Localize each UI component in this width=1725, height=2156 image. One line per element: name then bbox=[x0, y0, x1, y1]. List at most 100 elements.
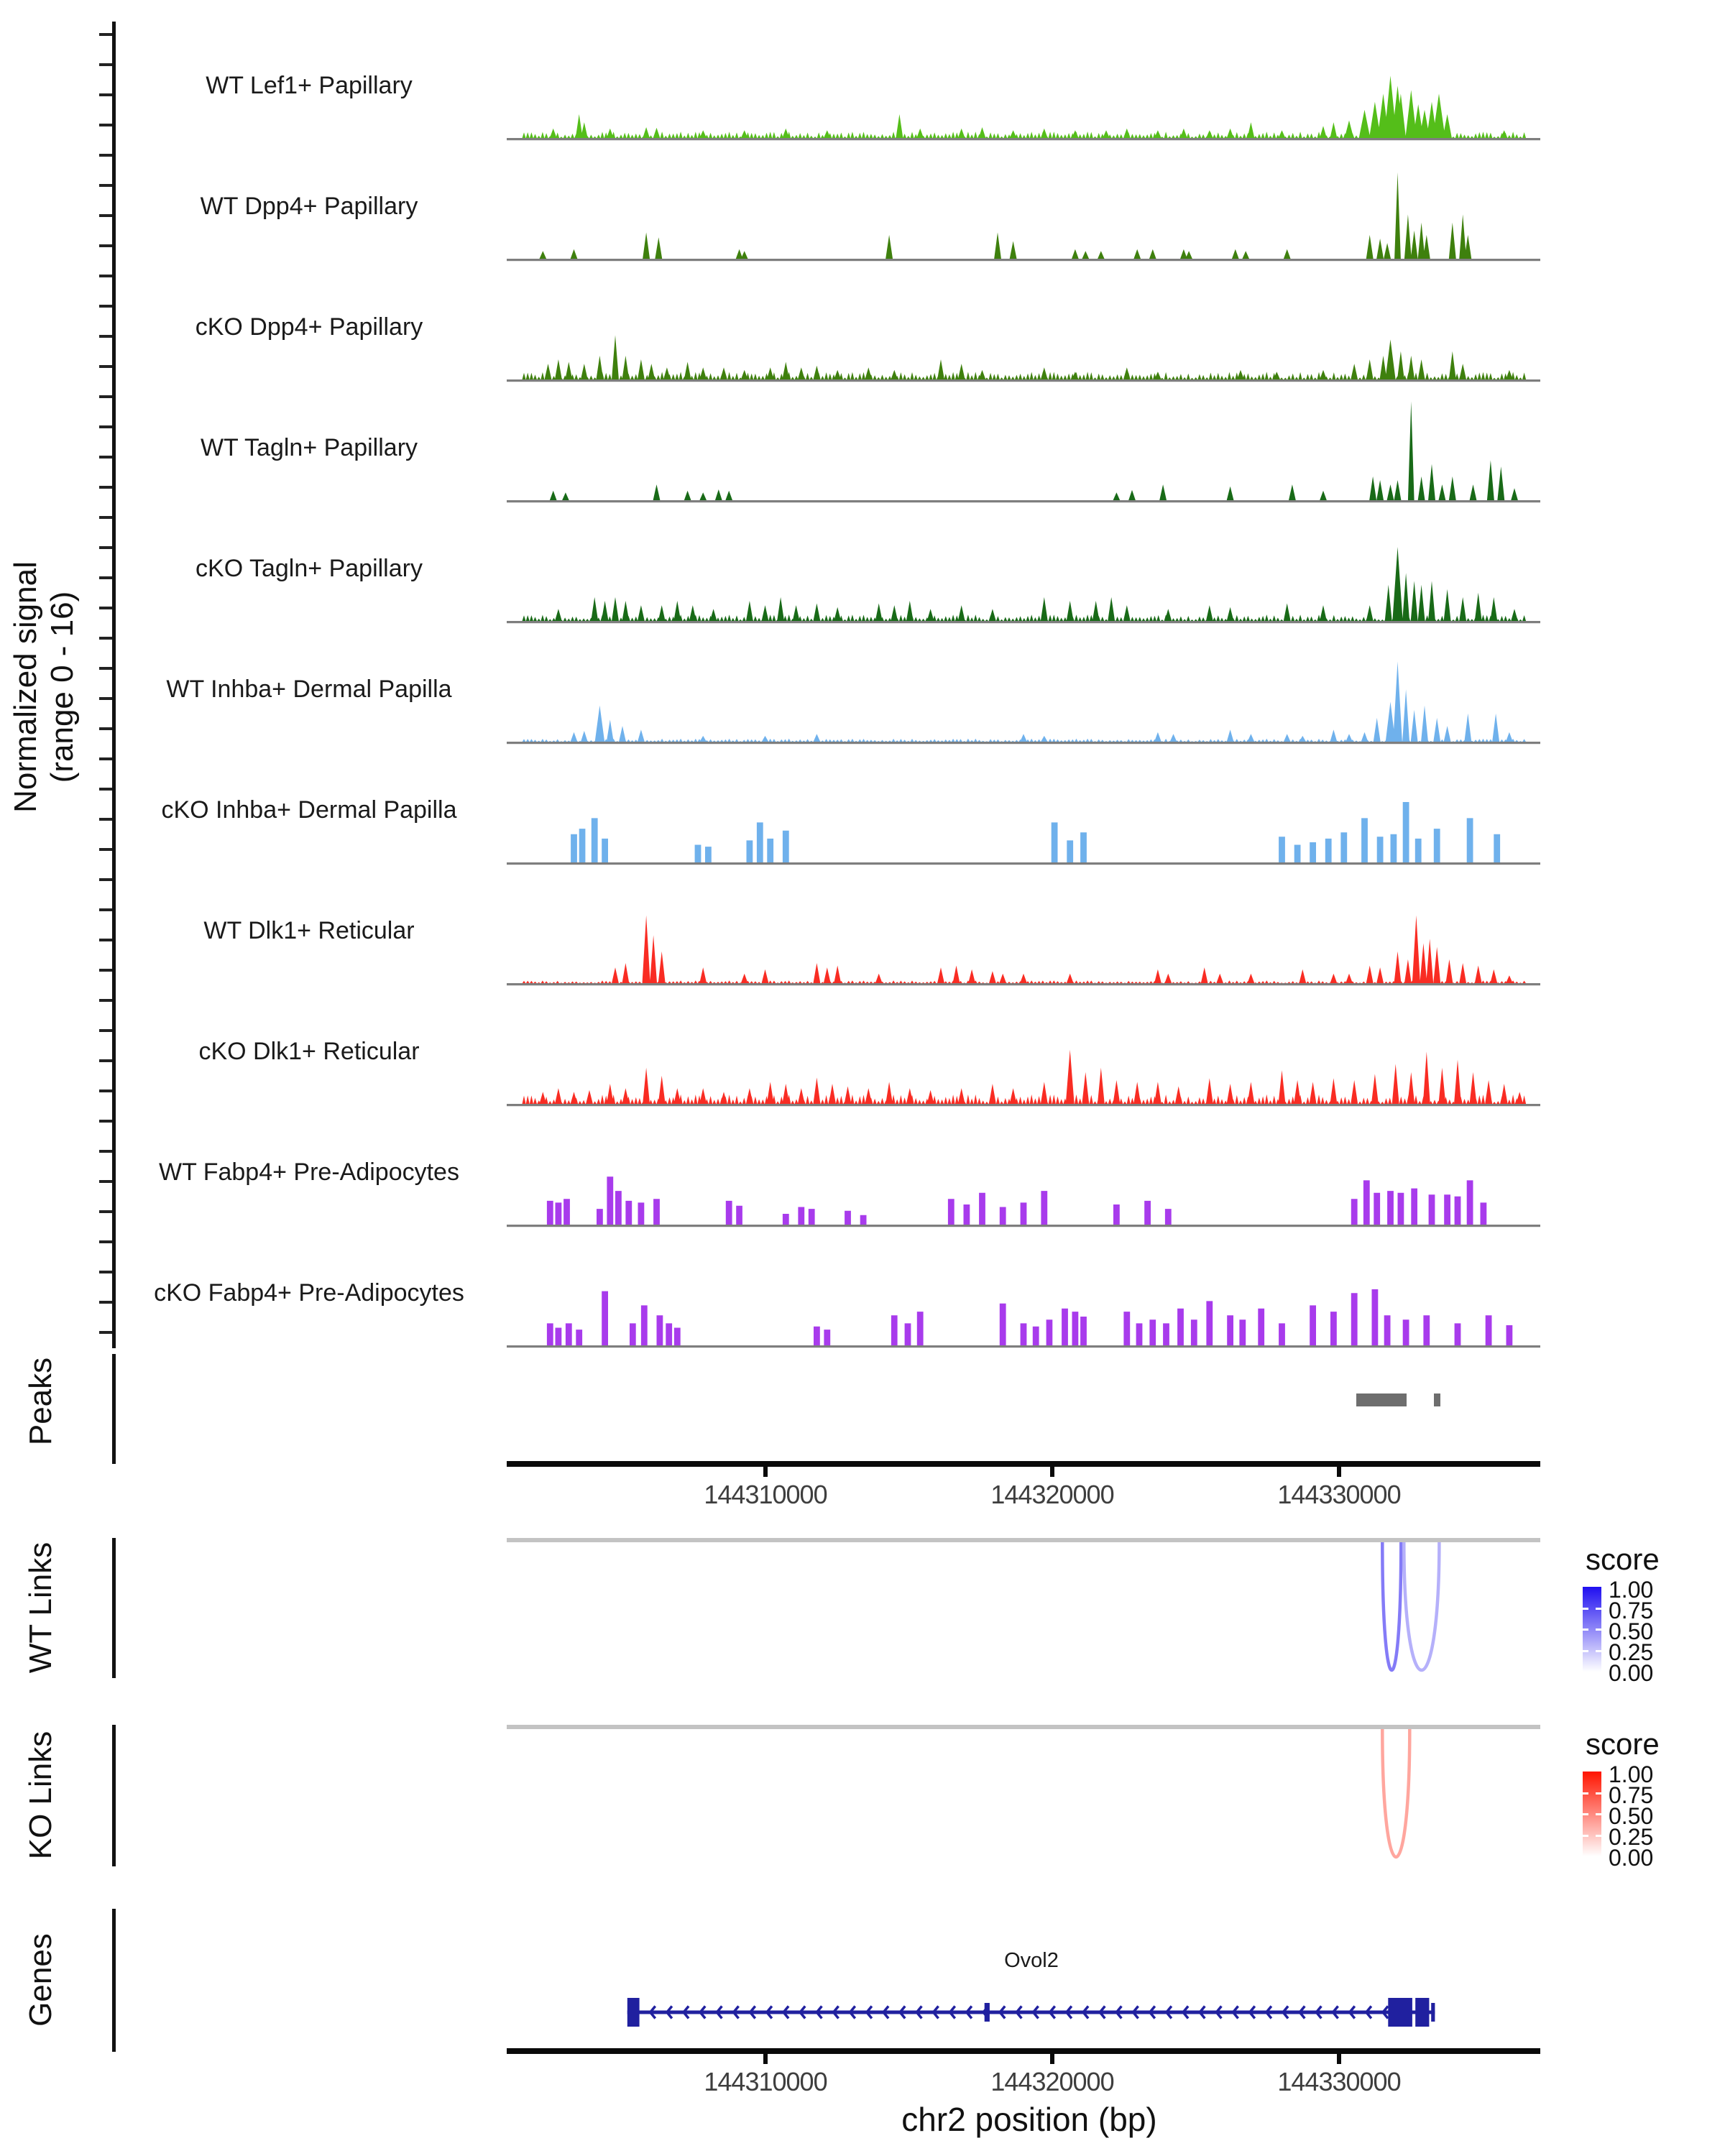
signal-track-row: WT Dpp4+ Papillary bbox=[0, 141, 1725, 262]
signal-y-tick bbox=[99, 305, 112, 308]
track-label: cKO Tagln+ Papillary bbox=[196, 555, 423, 582]
signal-y-tick bbox=[99, 1210, 112, 1213]
legend-tick-label: 0.00 bbox=[1609, 1845, 1654, 1871]
signal-y-tick bbox=[99, 365, 112, 368]
track-signal-plot bbox=[507, 401, 1540, 503]
track-label: cKO Fabp4+ Pre-Adipocytes bbox=[154, 1279, 464, 1307]
signal-y-axis-line bbox=[112, 22, 116, 1348]
axis-tick-label: 144320000 bbox=[990, 1480, 1114, 1509]
x-axis-label: chr2 position (bp) bbox=[901, 2101, 1157, 2138]
signal-y-tick bbox=[99, 1059, 112, 1062]
legend-tick-label: 0.75 bbox=[1609, 1598, 1654, 1623]
track-label: WT Inhba+ Dermal Papilla bbox=[166, 676, 452, 703]
track-signal-plot bbox=[507, 547, 1540, 624]
ko-links-top-line bbox=[507, 1725, 1540, 1729]
legend-bar-notch bbox=[1583, 1792, 1588, 1795]
signal-y-tick bbox=[99, 908, 112, 911]
signal-y-tick bbox=[99, 275, 112, 277]
legend-bar-notch bbox=[1583, 1628, 1588, 1631]
wt-score-legend-ticks: 1.00 0.75 0.50 0.25 0.00 bbox=[1609, 1577, 1654, 1686]
axis-tick bbox=[1337, 2054, 1341, 2064]
signal-y-tick bbox=[99, 184, 112, 187]
signal-y-tick bbox=[99, 214, 112, 217]
axis-tick bbox=[1050, 2054, 1054, 2064]
signal-y-tick bbox=[99, 576, 112, 579]
signal-track-row: WT Dlk1+ Reticular bbox=[0, 865, 1725, 986]
signal-track-row: WT Fabp4+ Pre-Adipocytes bbox=[0, 1107, 1725, 1227]
axis-tick bbox=[1050, 1467, 1054, 1477]
legend-tick-label: 0.50 bbox=[1609, 1618, 1654, 1644]
legend-bar-notch bbox=[1596, 1650, 1601, 1652]
signal-y-tick bbox=[99, 818, 112, 821]
legend-tick-label: 0.00 bbox=[1609, 1660, 1654, 1686]
signal-y-tick bbox=[99, 516, 112, 519]
axis-line bbox=[507, 1461, 1540, 1467]
ko-score-legend-title: score bbox=[1586, 1727, 1660, 1761]
signal-track-row: WT Tagln+ Papillary bbox=[0, 382, 1725, 503]
signal-y-tick bbox=[99, 1331, 112, 1334]
track-label: WT Lef1+ Papillary bbox=[206, 72, 413, 99]
signal-y-tick bbox=[99, 697, 112, 700]
ko-links-arcs bbox=[507, 1729, 1540, 1866]
track-signal-plot bbox=[507, 1049, 1540, 1107]
wt-links-bracket bbox=[112, 1538, 116, 1678]
track-signal-plot bbox=[507, 1289, 1540, 1348]
axis-tick-label: 144330000 bbox=[1277, 2067, 1401, 2096]
track-signal-plot bbox=[507, 75, 1540, 141]
signal-y-tick bbox=[99, 757, 112, 760]
ko-links-label-text: KO Links bbox=[23, 1731, 58, 1860]
signal-y-tick bbox=[99, 939, 112, 941]
signal-y-tick bbox=[99, 546, 112, 549]
axis-tick-label: 144310000 bbox=[704, 2067, 827, 2096]
signal-y-tick bbox=[99, 1301, 112, 1304]
legend-tick-label: 1.00 bbox=[1609, 1577, 1654, 1603]
legend-bar-notch bbox=[1583, 1650, 1588, 1652]
ko-links-arc-plot bbox=[1381, 1729, 1412, 1858]
legend-bar-notch bbox=[1596, 1628, 1601, 1631]
signal-y-tick bbox=[99, 395, 112, 398]
track-label: cKO Dlk1+ Reticular bbox=[198, 1038, 420, 1065]
signal-y-tick bbox=[99, 1089, 112, 1092]
signal-track-row: cKO Fabp4+ Pre-Adipocytes bbox=[0, 1227, 1725, 1348]
peak-interval bbox=[1356, 1393, 1407, 1406]
signal-y-tick bbox=[99, 33, 112, 36]
ko-score-legend-ticks: 1.00 0.75 0.50 0.25 0.00 bbox=[1609, 1761, 1654, 1871]
signal-y-tick bbox=[99, 1120, 112, 1123]
legend-bar-notch bbox=[1596, 1813, 1601, 1815]
signal-y-tick bbox=[99, 1150, 112, 1153]
gene-body bbox=[627, 1998, 1435, 2027]
signal-y-tick bbox=[99, 425, 112, 428]
track-label: cKO Inhba+ Dermal Papilla bbox=[161, 796, 457, 824]
signal-y-tick bbox=[99, 335, 112, 338]
ko-score-gradient-bar bbox=[1583, 1772, 1601, 1856]
signal-y-tick bbox=[99, 637, 112, 640]
signal-y-tick bbox=[99, 1029, 112, 1032]
signal-y-tick bbox=[99, 727, 112, 730]
wt-score-gradient-bar bbox=[1583, 1587, 1601, 1672]
signal-y-tick bbox=[99, 607, 112, 609]
legend-tick-label: 1.00 bbox=[1609, 1761, 1654, 1787]
signal-track-row: WT Inhba+ Dermal Papilla bbox=[0, 624, 1725, 745]
track-label: WT Dpp4+ Papillary bbox=[200, 193, 418, 220]
wt-links-arc-plot bbox=[1381, 1542, 1441, 1672]
signal-y-tick bbox=[99, 154, 112, 157]
signal-track-row: cKO Inhba+ Dermal Papilla bbox=[0, 745, 1725, 865]
signal-y-tick bbox=[99, 486, 112, 489]
wt-score-legend-title: score bbox=[1586, 1542, 1660, 1576]
signal-y-tick bbox=[99, 788, 112, 791]
track-label: WT Dlk1+ Reticular bbox=[203, 917, 415, 944]
axis-tick bbox=[1337, 1467, 1341, 1477]
track-label: WT Tagln+ Papillary bbox=[200, 434, 418, 461]
signal-y-tick bbox=[99, 1271, 112, 1273]
legend-bar-notch bbox=[1583, 1608, 1588, 1610]
ko-links-bracket bbox=[112, 1725, 116, 1866]
signal-y-tick bbox=[99, 878, 112, 881]
wt-links-top-line bbox=[507, 1538, 1540, 1542]
gene-name-label: Ovol2 bbox=[1004, 1949, 1059, 1972]
peaks-section-label-text: Peaks bbox=[23, 1357, 58, 1446]
peaks-bracket bbox=[112, 1354, 116, 1464]
track-signal-plot bbox=[507, 915, 1540, 986]
signal-y-tick bbox=[99, 999, 112, 1002]
signal-track-row: WT Lef1+ Papillary bbox=[0, 20, 1725, 141]
